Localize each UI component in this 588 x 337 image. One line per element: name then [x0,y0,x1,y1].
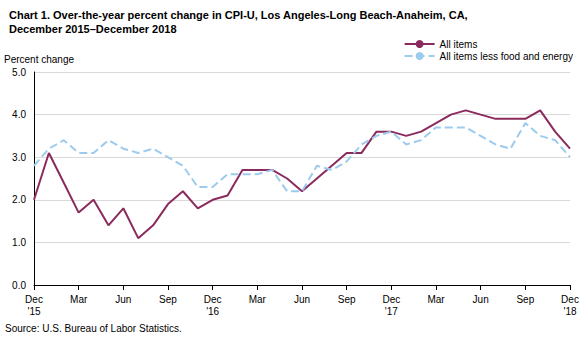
svg-text:Mar: Mar [427,294,445,305]
svg-text:Dec: Dec [382,294,400,305]
svg-text:1.0: 1.0 [12,237,26,248]
svg-text:Sep: Sep [338,294,356,305]
svg-text:Dec: Dec [25,294,43,305]
svg-text:3.0: 3.0 [12,152,26,163]
svg-text:0.0: 0.0 [12,280,26,291]
svg-text:'18: '18 [563,306,576,317]
svg-text:Sep: Sep [516,294,534,305]
svg-text:Percent change: Percent change [4,54,74,65]
svg-text:'15: '15 [27,306,40,317]
svg-text:Jun: Jun [294,294,310,305]
svg-text:5.0: 5.0 [12,67,26,78]
svg-text:Dec: Dec [204,294,222,305]
svg-text:All items: All items [440,39,478,50]
svg-text:Mar: Mar [249,294,267,305]
svg-text:Source: U.S. Bureau of Labor S: Source: U.S. Bureau of Labor Statistics. [5,323,182,334]
svg-text:Jun: Jun [115,294,131,305]
svg-text:All items less food and energy: All items less food and energy [440,51,573,62]
svg-text:2.0: 2.0 [12,194,26,205]
svg-text:Mar: Mar [70,294,88,305]
svg-text:December 2015–December 2018: December 2015–December 2018 [9,23,177,35]
svg-text:4.0: 4.0 [12,109,26,120]
svg-text:Jun: Jun [473,294,489,305]
svg-text:'16: '16 [206,306,219,317]
svg-text:Dec: Dec [561,294,579,305]
svg-text:Chart 1. Over-the-year percent: Chart 1. Over-the-year percent change in… [9,9,468,21]
svg-text:'17: '17 [385,306,398,317]
svg-text:Sep: Sep [159,294,177,305]
